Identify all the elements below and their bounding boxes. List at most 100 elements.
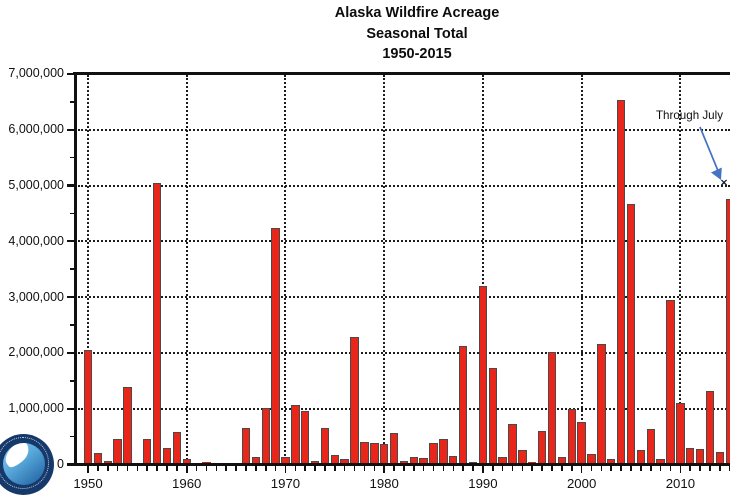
bar-1979	[370, 442, 379, 465]
x-minor-tick-1997	[551, 466, 553, 471]
y-axis-label-5: 5,000,000	[8, 178, 64, 192]
x-minor-tick-1977	[353, 466, 356, 471]
x-minor-tick-1954	[126, 466, 129, 471]
y-major-tick-2	[66, 351, 75, 355]
bar-2011	[686, 448, 695, 465]
x-minor-tick-1999	[570, 466, 573, 471]
y-minor-tick	[70, 100, 75, 103]
bar-1969	[271, 228, 280, 465]
bar-2002	[597, 343, 606, 465]
bar-1956	[143, 439, 152, 465]
x-minor-tick-2004	[620, 466, 622, 471]
x-minor-tick-2003	[610, 466, 613, 471]
y-axis-label-6: 6,000,000	[8, 122, 64, 137]
bar-1999	[567, 408, 576, 465]
bar-1972	[301, 410, 310, 465]
y-axis-label-1: 1,000,000	[8, 401, 64, 416]
gridline-h-5m	[77, 184, 730, 187]
x-marker-icon: ✕	[720, 177, 728, 189]
x-axis-label-1970: 1970	[270, 475, 301, 491]
x-minor-tick-1976	[343, 466, 346, 471]
x-minor-tick-1955	[136, 466, 139, 471]
x-minor-tick-1961	[195, 466, 198, 471]
x-minor-tick-2002	[600, 466, 603, 471]
gridline-h-3m	[77, 296, 730, 299]
y-major-tick-6	[66, 128, 75, 131]
x-minor-tick-2014	[719, 466, 721, 471]
bar-1993	[508, 424, 517, 465]
y-minor-tick	[70, 212, 75, 215]
x-minor-tick-1993	[511, 466, 514, 471]
x-minor-tick-2006	[640, 466, 642, 471]
x-major-tick-2000	[580, 466, 583, 474]
bar-1962	[202, 462, 211, 465]
noaa-logo-globe	[2, 443, 45, 485]
y-major-tick-0	[66, 463, 75, 466]
plot-top-border	[73, 71, 730, 75]
gridline-v-1970	[284, 74, 287, 464]
x-axis-label-2010: 2010	[665, 475, 696, 491]
x-minor-tick-2011	[689, 466, 692, 471]
y-axis-label-3: 3,000,000	[8, 289, 64, 304]
chart-title: Alaska Wildfire Acreage Seasonal Total 1…	[100, 3, 730, 65]
y-axis-label-7: 7,000,000	[8, 66, 64, 81]
x-minor-tick-1978	[363, 466, 366, 471]
noaa-logo	[0, 433, 54, 495]
bar-1977	[350, 337, 359, 465]
x-minor-tick-1962	[205, 466, 208, 471]
x-minor-tick-1998	[561, 466, 563, 471]
x-minor-tick-1965	[235, 466, 237, 471]
x-axis-label-1980: 1980	[369, 475, 399, 491]
y-axis-label-0: 0	[57, 457, 64, 471]
x-minor-tick-1982	[403, 466, 405, 471]
x-minor-tick-2009	[669, 466, 672, 471]
bar-2010	[676, 402, 685, 465]
x-minor-tick-2013	[709, 466, 711, 471]
x-minor-tick-1979	[373, 466, 376, 471]
x-minor-tick-1986	[442, 466, 445, 471]
x-minor-tick-1968	[264, 466, 267, 471]
bar-1991	[488, 367, 497, 465]
x-minor-tick-2007	[649, 466, 652, 471]
x-major-tick-1990	[482, 466, 484, 474]
x-minor-tick-1972	[304, 466, 306, 471]
annotation-through-july-label: Through July	[655, 108, 723, 122]
bar-2009	[666, 299, 675, 465]
bar-1957	[152, 182, 162, 465]
x-major-tick-1970	[284, 466, 287, 474]
x-minor-tick-1981	[393, 466, 395, 471]
y-major-tick-1	[66, 407, 75, 410]
x-minor-tick-1971	[294, 466, 297, 471]
bar-2006	[636, 449, 646, 465]
bar-1971	[291, 405, 300, 465]
x-minor-tick-1973	[314, 466, 316, 471]
x-minor-tick-1994	[521, 466, 524, 471]
bar-1974	[320, 427, 330, 465]
x-minor-tick-1969	[274, 466, 277, 471]
gridline-h-2m	[77, 351, 730, 354]
bar-2004	[616, 100, 626, 465]
gridline-h-6m	[77, 128, 730, 131]
x-axis-line	[73, 463, 730, 466]
y-minor-tick	[70, 156, 75, 159]
gridline-v-1980	[383, 74, 386, 464]
x-minor-tick-1966	[245, 466, 247, 471]
bar-1959	[172, 432, 182, 465]
x-minor-tick-1953	[116, 466, 119, 471]
y-minor-tick	[70, 435, 75, 438]
x-minor-tick-2008	[659, 466, 662, 471]
bar-1994	[518, 449, 527, 465]
gridline-v-1950	[87, 74, 89, 464]
bar-1986	[439, 439, 448, 465]
x-axis-label-1990: 1990	[468, 475, 498, 491]
annotation-arrow-icon	[699, 126, 722, 180]
bar-2013	[705, 390, 715, 465]
bar-2000	[577, 422, 586, 465]
chart-title-line1: Alaska Wildfire Acreage	[334, 5, 500, 21]
gridline-v-1990	[481, 74, 484, 464]
x-minor-tick-1957	[156, 466, 158, 471]
noaa-logo-rim-text-ring	[0, 437, 49, 489]
bar-2012	[695, 448, 705, 465]
chart-title-line3: 1950-2015	[382, 46, 452, 62]
